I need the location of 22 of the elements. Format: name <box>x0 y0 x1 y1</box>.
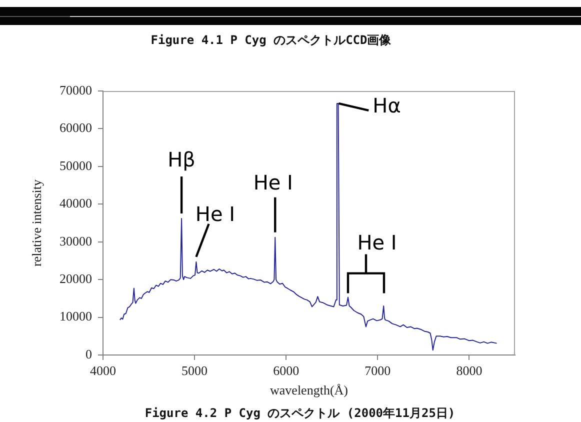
x-tick-label: 5000 <box>182 363 208 378</box>
x-axis-title: wavelength(Å) <box>270 382 348 398</box>
x-tick-label: 4000 <box>90 363 116 378</box>
caption: Figure 4.1 P Cyg のスペクトルCCD画像 <box>150 33 392 47</box>
annotation: Hα <box>372 94 401 118</box>
annotation: He I <box>253 170 293 195</box>
y-tick-label: 70000 <box>60 82 92 98</box>
x-tick-label: 7000 <box>364 363 391 378</box>
annotation: Hβ <box>168 148 196 172</box>
y-tick-label: 50000 <box>60 158 92 173</box>
x-tick-label: 6000 <box>273 363 300 378</box>
y-tick-label: 40000 <box>60 196 92 211</box>
annotation: He I <box>195 202 236 226</box>
annotation: He I <box>357 230 397 254</box>
x-tick-label: 8000 <box>456 363 482 378</box>
y-tick-label: 30000 <box>60 233 92 248</box>
text: Figure 4.2 P Cyg のスペクトル (2000年11月25日) <box>144 406 456 420</box>
y-axis-title: relative intensity <box>29 179 44 267</box>
y-tick-label: 60000 <box>60 120 92 136</box>
y-tick-label: 0 <box>86 346 92 362</box>
y-tick-label: 20000 <box>60 270 92 286</box>
y-tick-label: 10000 <box>60 308 92 324</box>
